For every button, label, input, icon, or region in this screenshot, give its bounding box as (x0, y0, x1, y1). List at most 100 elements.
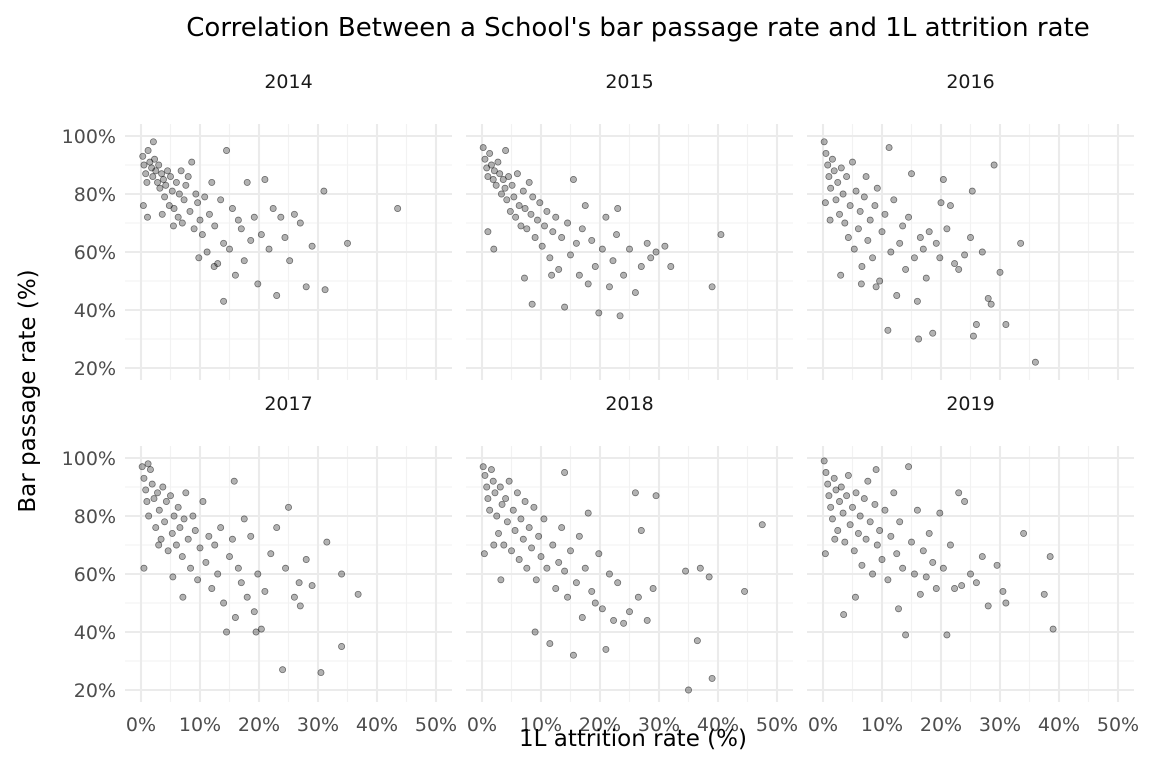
y-tick-label: 80% (74, 506, 116, 528)
data-point (174, 213, 182, 221)
data-point (758, 521, 766, 529)
data-point (502, 495, 510, 503)
data-point (490, 245, 498, 253)
data-point (871, 202, 879, 210)
data-point (572, 239, 580, 247)
data-point (203, 248, 211, 256)
data-point (970, 332, 977, 340)
data-point (192, 190, 200, 198)
data-point (273, 524, 281, 532)
data-point (598, 605, 606, 613)
data-point (486, 149, 494, 157)
data-point (484, 228, 492, 236)
facet-panels: 2014 20% 40% 60% 80% 100% 2015 2016 2017 20% 40% 60… (62, 71, 1139, 736)
data-point (820, 138, 828, 146)
data-point (831, 535, 839, 543)
data-point (154, 178, 161, 186)
data-point (499, 176, 507, 183)
data-point (179, 593, 187, 601)
data-point (519, 535, 527, 543)
data-point (561, 567, 569, 575)
data-point (496, 483, 504, 491)
data-point (156, 184, 164, 192)
data-point (521, 498, 529, 505)
data-point (195, 254, 203, 262)
data-point (168, 529, 176, 537)
data-point (484, 495, 492, 503)
data-point (273, 292, 281, 299)
data-point (834, 178, 842, 186)
data-point (157, 535, 165, 543)
data-point (825, 173, 833, 181)
data-point (682, 567, 690, 575)
data-point (148, 480, 156, 488)
data-point (140, 564, 148, 572)
data-point (323, 538, 331, 546)
data-point (598, 245, 606, 253)
y-tick-label: 40% (74, 622, 116, 644)
data-point (578, 614, 586, 621)
data-point (537, 553, 545, 561)
data-point (247, 236, 255, 244)
data-point (844, 471, 852, 479)
facet-label: 2016 (946, 71, 994, 93)
data-point (860, 495, 868, 503)
facet-panel-2018: 2018 0% 10% 20% 30% 40% 50% (466, 393, 798, 736)
data-point (247, 532, 255, 540)
data-point (338, 643, 346, 650)
data-point (602, 213, 610, 221)
data-point (172, 541, 180, 549)
data-point (161, 193, 169, 201)
data-point (821, 550, 829, 558)
data-point (637, 263, 645, 270)
data-point (497, 576, 505, 584)
data-point (873, 541, 881, 549)
x-tick-label: 0% (467, 714, 497, 736)
data-point (152, 524, 160, 532)
x-tick-label: 20% (579, 714, 621, 736)
data-point (240, 515, 248, 523)
data-point (226, 553, 233, 561)
data-point (217, 196, 225, 204)
facet-label: 2017 (264, 393, 312, 415)
data-point (295, 579, 303, 587)
data-point (290, 593, 298, 601)
y-tick-label: 60% (74, 564, 116, 586)
data-point (705, 573, 713, 581)
data-point (584, 280, 592, 288)
data-point (570, 651, 577, 659)
data-point (552, 585, 560, 592)
data-point (832, 196, 840, 204)
data-point (549, 541, 557, 549)
data-point (967, 570, 974, 578)
data-point (480, 550, 488, 558)
data-point (852, 593, 859, 601)
data-point (846, 521, 854, 529)
y-tick-label: 100% (62, 448, 116, 470)
data-point (495, 529, 502, 537)
data-point (208, 585, 216, 592)
data-point (150, 495, 158, 503)
data-point (505, 477, 513, 485)
data-point (820, 457, 828, 465)
data-point (509, 506, 517, 514)
data-point (741, 587, 749, 595)
data-point (158, 170, 166, 178)
data-point (858, 561, 866, 569)
data-point (528, 544, 536, 552)
data-point (503, 518, 511, 526)
data-point (528, 300, 536, 308)
data-point (531, 234, 539, 241)
data-point (555, 558, 563, 566)
data-point (491, 489, 499, 497)
data-point (282, 564, 289, 572)
data-point (149, 173, 157, 181)
data-point (164, 547, 172, 555)
data-point (857, 280, 865, 288)
x-tick-label: 30% (297, 714, 339, 736)
data-point (234, 216, 242, 224)
data-point (252, 628, 260, 636)
data-point (581, 564, 589, 572)
data-point (839, 190, 847, 198)
data-point (500, 541, 508, 549)
